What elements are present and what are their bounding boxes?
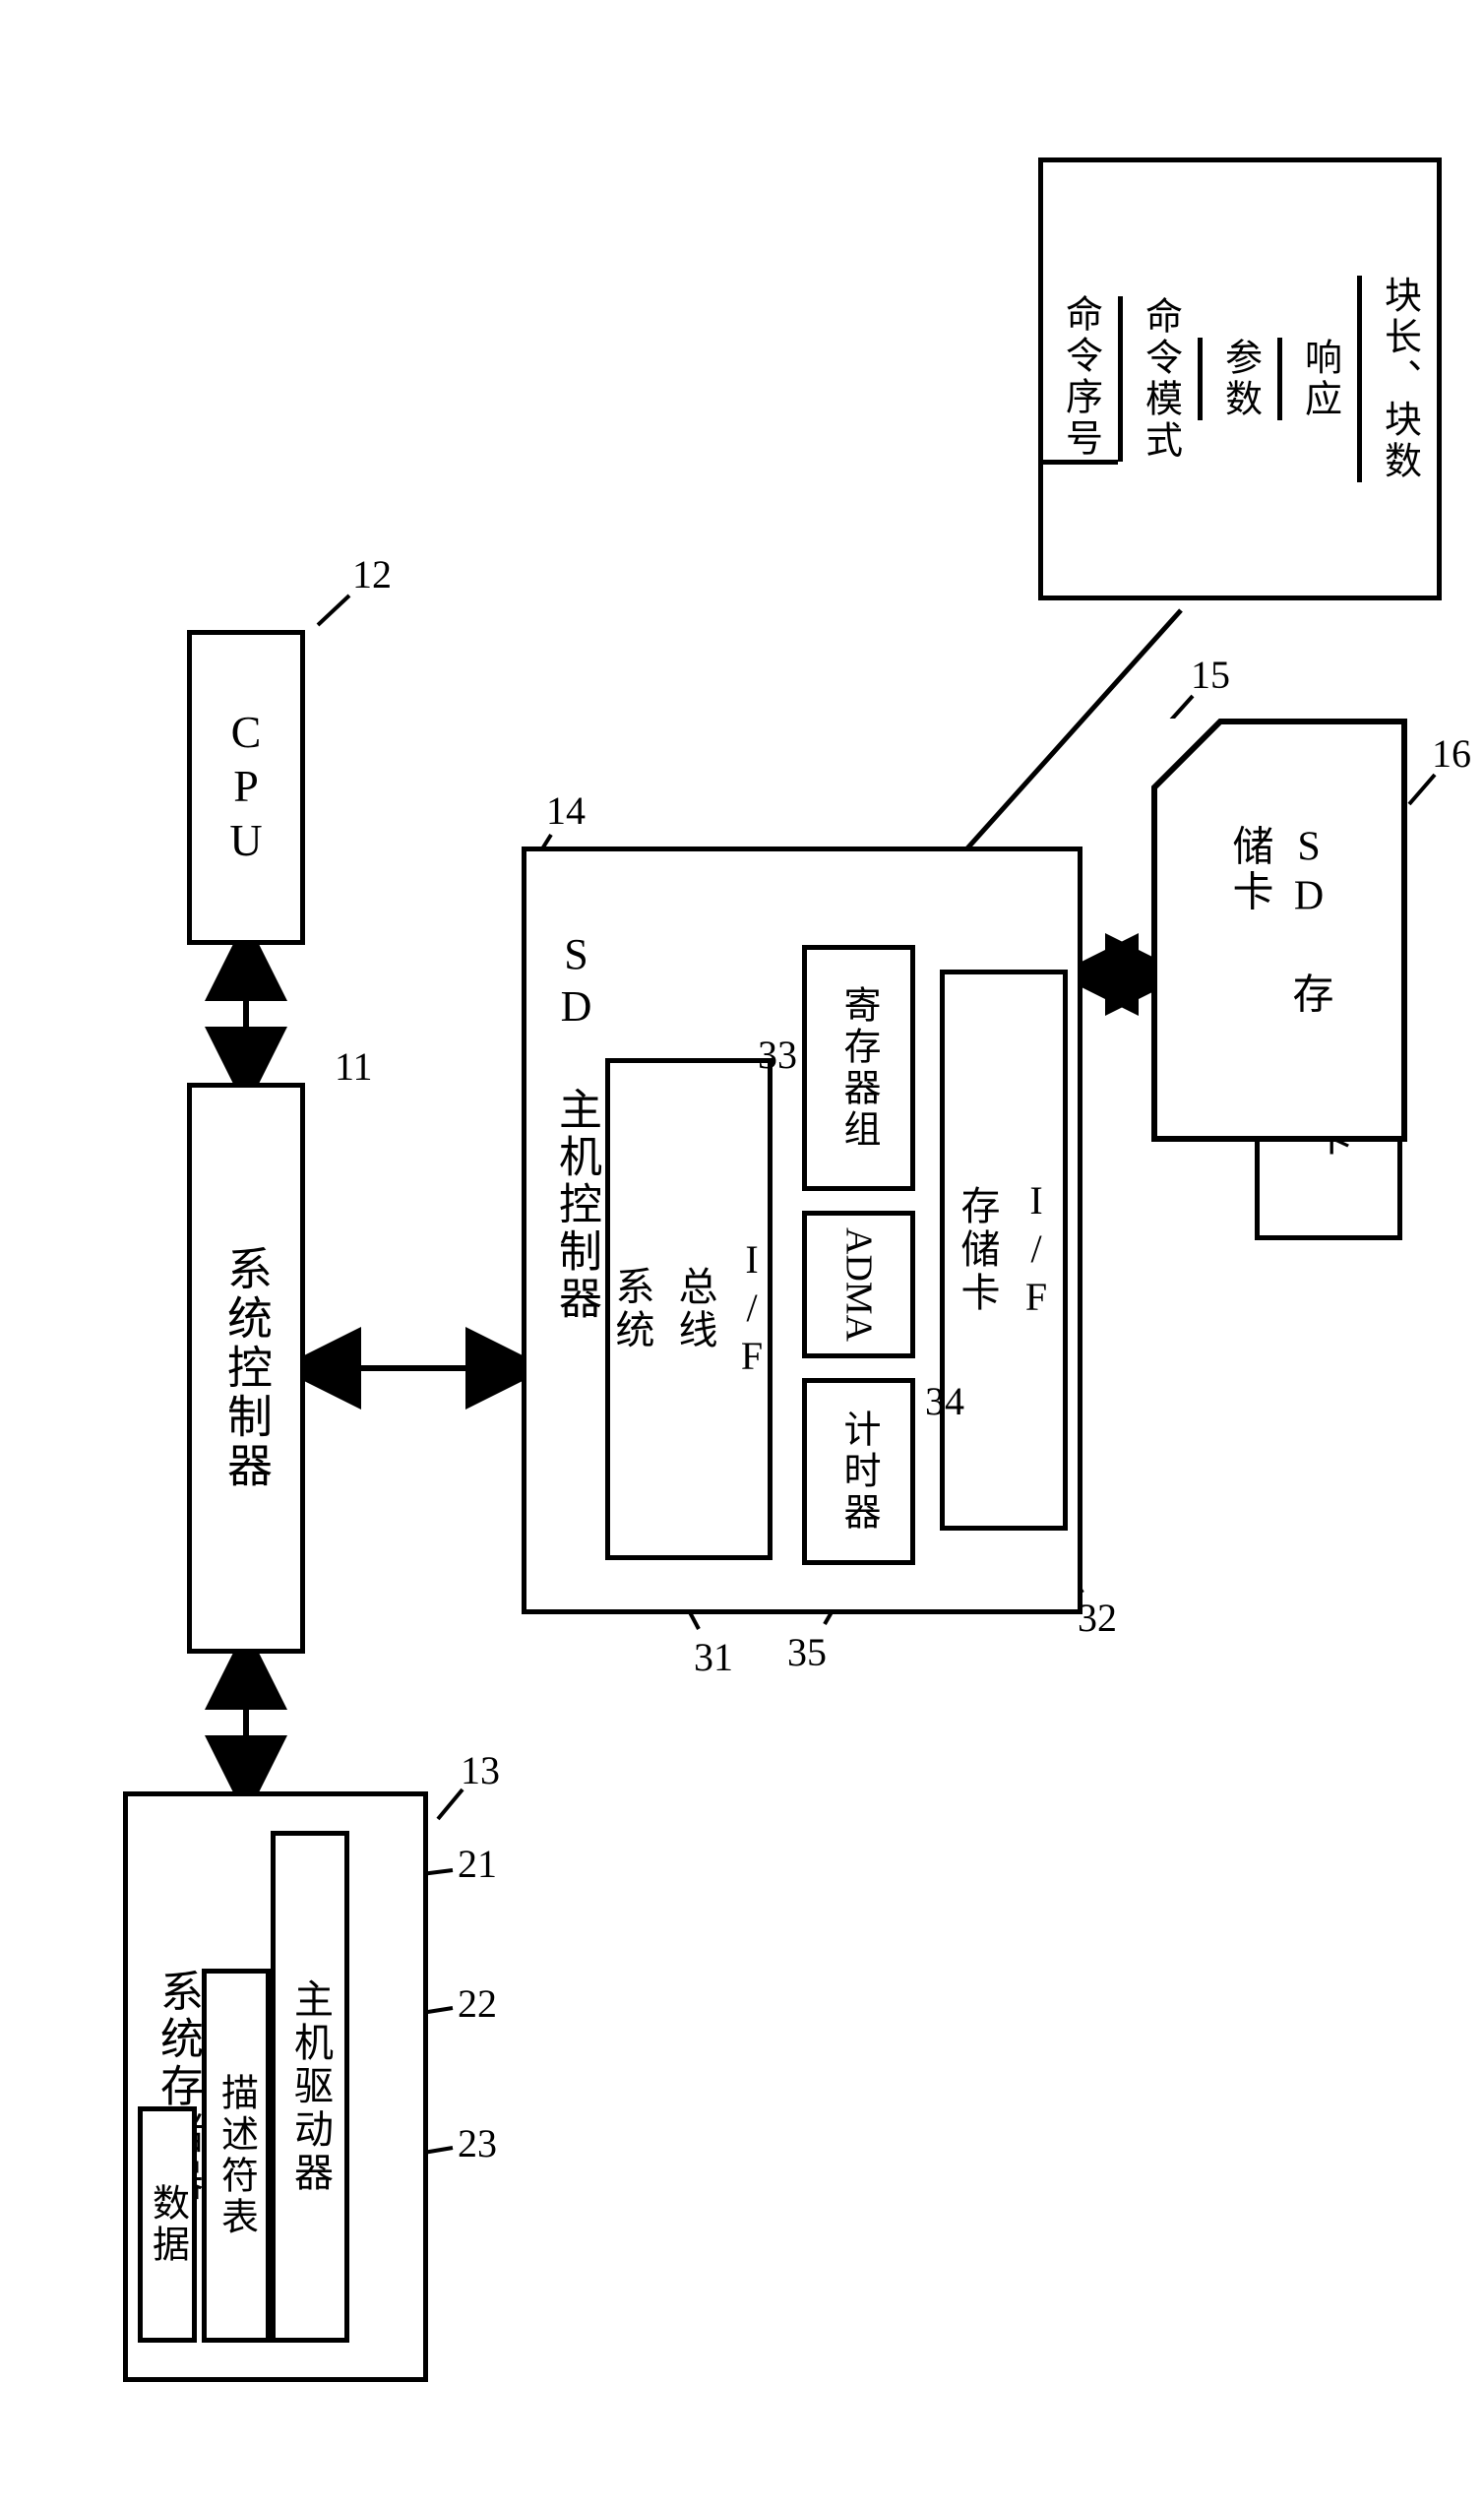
reg-set-block: 寄存器组 — [802, 945, 915, 1191]
ref-35: 35 — [787, 1629, 827, 1675]
adma-block: ADMA — [802, 1211, 915, 1358]
ref-32: 32 — [1078, 1595, 1117, 1641]
reg-row-1: 命令模式 — [1134, 296, 1188, 462]
ref-34: 34 — [925, 1378, 964, 1424]
register-detail-block: 命令序号 命令模式 参数 响应 块长、块数 — [1038, 157, 1442, 600]
ref-15: 15 — [1191, 652, 1230, 698]
sd-card-label: SD 存储卡 — [1219, 825, 1339, 1036]
sys-bus-if-l2: 总线 — [666, 1266, 723, 1352]
reg-row-4: 块长、块数 — [1373, 276, 1427, 482]
ref-11: 11 — [335, 1043, 373, 1090]
cpu-label: CPU — [220, 707, 273, 869]
reg-row-0: 命令序号 — [1054, 294, 1108, 460]
ref-16: 16 — [1432, 730, 1471, 777]
ref-23: 23 — [458, 2120, 497, 2166]
ref-31: 31 — [694, 1634, 733, 1680]
sys-bus-if-block: 系统 总线 I/F — [605, 1058, 773, 1560]
host-driver-label: 主机驱动器 — [281, 1978, 339, 2195]
mem-if-l1: 存储卡 — [949, 1185, 1006, 1315]
sys-ctrl-label: 系统控制器 — [214, 1245, 278, 1491]
host-driver-block: 主机驱动器 — [271, 1831, 349, 2343]
mem-if-l2: I/F — [1014, 1178, 1060, 1323]
sys-bus-if-l3: I/F — [729, 1237, 775, 1382]
mem-if-block: 存储卡 I/F — [940, 970, 1068, 1531]
desc-table-label: 描述符表 — [210, 2073, 264, 2238]
sd-card-block: SD 存储卡 — [1151, 719, 1407, 1142]
sd-host-label: SD 主机控制器 — [544, 930, 607, 1323]
ref-13: 13 — [461, 1747, 500, 1793]
timer-block: 计时器 — [802, 1378, 915, 1565]
ref-14: 14 — [546, 787, 586, 834]
data-block: 数据 — [138, 2106, 197, 2343]
sys-bus-if-l1: 系统 — [603, 1266, 660, 1352]
ref-33: 33 — [758, 1032, 797, 1078]
cpu-block: CPU — [187, 630, 305, 945]
diagram-canvas: CPU 12 系统控制器 11 系统存储器 13 主机驱动器 21 描述符表 2… — [0, 0, 1484, 2509]
reg-row-2: 参数 — [1213, 338, 1268, 420]
reg-row-3: 响应 — [1293, 338, 1347, 420]
sys-ctrl-block: 系统控制器 — [187, 1083, 305, 1654]
ref-22: 22 — [458, 1980, 497, 2027]
desc-table-block: 描述符表 — [202, 1969, 271, 2343]
data-label: 数据 — [141, 2183, 195, 2266]
ref-21: 21 — [458, 1841, 497, 1887]
ref-12: 12 — [352, 551, 392, 597]
